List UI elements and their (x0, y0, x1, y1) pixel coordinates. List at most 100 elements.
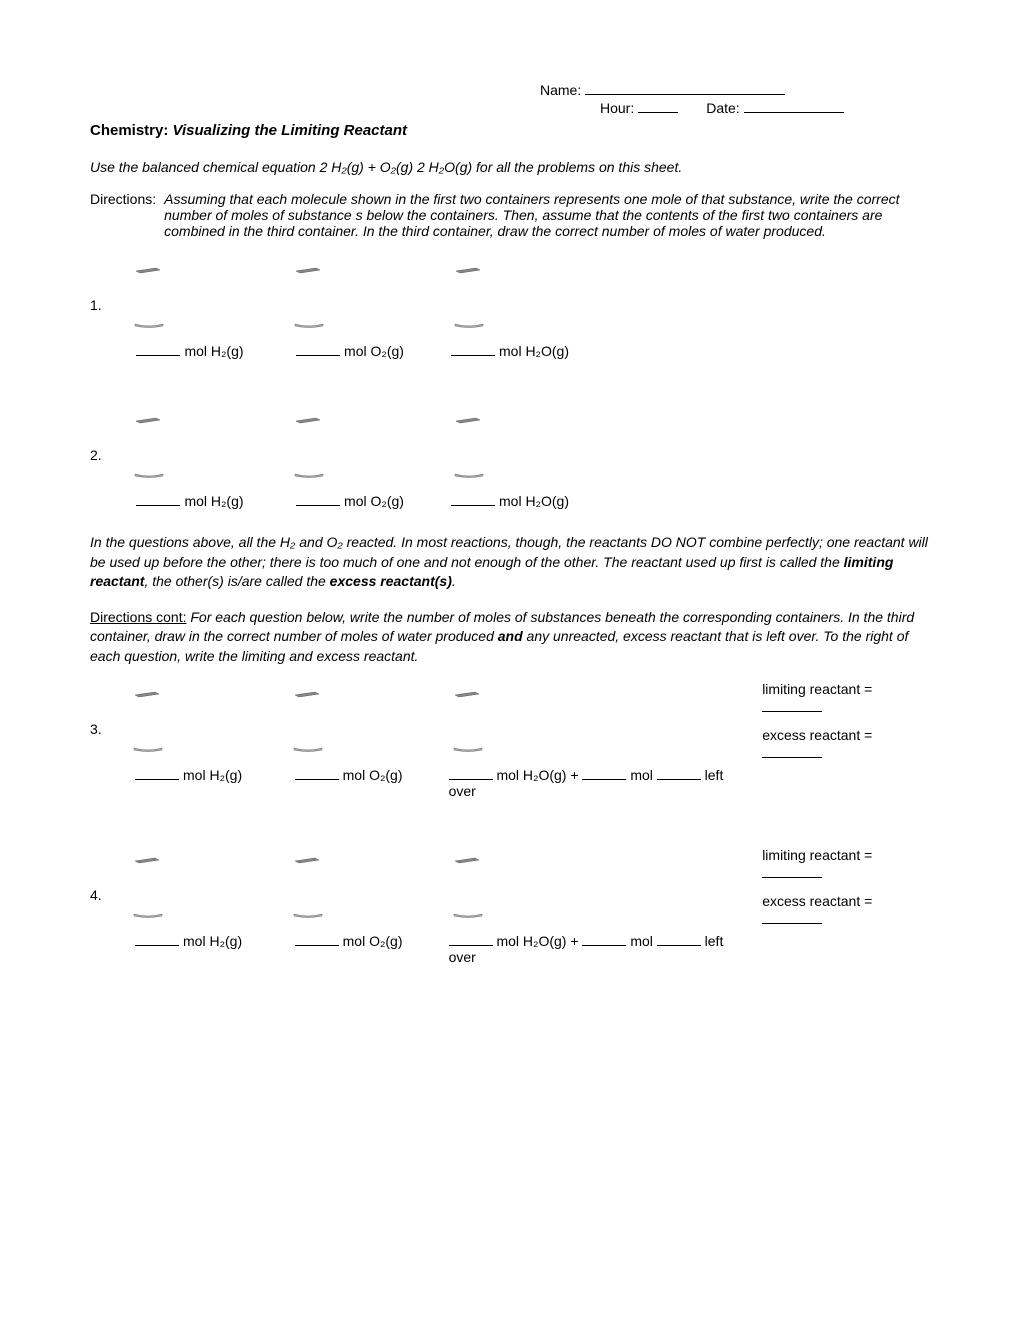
mol-o2-text: mol O₂(g) (344, 343, 404, 359)
flask-base-icon (133, 911, 163, 919)
hour-date-line: Hour: Date: (600, 98, 930, 116)
flask-lid-icon (133, 855, 161, 865)
limiting-blank[interactable] (762, 697, 822, 712)
mol-blank[interactable] (449, 765, 493, 780)
container-o2: mol O₂(g) (290, 413, 410, 509)
container-o2: mol O₂(g) (290, 263, 410, 359)
containers-group: mol H₂(g) mol O₂(g) (130, 413, 570, 509)
mol-h2o-leftover-label: mol H₂O(g) + mol left over (449, 931, 733, 965)
flask-base-icon (454, 471, 484, 479)
container-h2o-wide: mol H₂O(g) + mol left over (449, 687, 733, 799)
mol-blank[interactable] (296, 491, 340, 506)
excess-label: excess reactant = (762, 727, 872, 743)
flask-lid-icon (454, 415, 482, 425)
flask-lid-icon (294, 265, 322, 275)
equation-text: Use the balanced chemical equation 2 H₂(… (90, 159, 930, 175)
flask-lid-icon (454, 265, 482, 275)
mol-blank[interactable] (449, 931, 493, 946)
flask-lid-icon (133, 689, 161, 699)
flask-base-icon (133, 745, 163, 753)
mol-h2-label: mol H₂(g) (135, 931, 242, 949)
problem-number: 2. (90, 413, 130, 463)
flask-lid-icon (294, 415, 322, 425)
mol-blank[interactable] (582, 765, 626, 780)
flask-lid-icon (453, 689, 481, 699)
mol-word: mol (630, 933, 653, 949)
flask-base-icon (294, 321, 324, 329)
flask-lid-icon (453, 855, 481, 865)
title-prefix: Chemistry: (90, 122, 173, 139)
mol-o2-text: mol O₂(g) (343, 767, 403, 783)
flask-lid-icon (134, 415, 162, 425)
flask-base-icon (293, 745, 323, 753)
mol-blank[interactable] (135, 765, 179, 780)
mol-blank[interactable] (451, 491, 495, 506)
directions-label: Directions: (90, 191, 156, 239)
limiting-blank[interactable] (762, 863, 822, 878)
mol-blank[interactable] (295, 765, 339, 780)
mol-h2o-text: mol H₂O(g) (499, 343, 569, 359)
title-italic: Visualizing the Limiting Reactant (173, 122, 407, 139)
mol-blank[interactable] (136, 491, 180, 506)
date-blank[interactable] (744, 98, 844, 113)
name-line: Name: (540, 80, 930, 98)
problem-row: 3. mol H₂(g) mol O₂(g) (90, 687, 930, 799)
containers-group: mol H₂(g) mol O₂(g) (129, 853, 733, 965)
excess-line: excess reactant = (762, 893, 930, 927)
flask-base-icon (453, 911, 483, 919)
mol-blank[interactable] (657, 931, 701, 946)
mol-blank[interactable] (582, 931, 626, 946)
problem-number: 1. (90, 263, 130, 313)
mol-blank[interactable] (296, 341, 340, 356)
mol-blank[interactable] (135, 931, 179, 946)
containers-group: mol H₂(g) mol O₂(g) (130, 263, 570, 359)
midtext-p3: . (452, 573, 456, 589)
name-label: Name: (540, 82, 581, 98)
flask-icon (130, 413, 250, 483)
limiting-label: limiting reactant = (762, 681, 872, 697)
directions-block: Directions: Assuming that each molecule … (90, 191, 930, 239)
date-label: Date: (706, 100, 739, 116)
limiting-line: limiting reactant = (762, 847, 930, 881)
mol-h2-text: mol H₂(g) (184, 493, 243, 509)
hour-label: Hour: (600, 100, 634, 116)
container-o2: mol O₂(g) (289, 853, 409, 949)
mol-h2-text: mol H₂(g) (184, 343, 243, 359)
limiting-label: limiting reactant = (762, 847, 872, 863)
mol-word: mol (630, 767, 653, 783)
mol-blank[interactable] (136, 341, 180, 356)
limiting-line: limiting reactant = (762, 681, 930, 715)
mol-o2-label: mol O₂(g) (296, 341, 404, 359)
dircont-underline: Directions cont: (90, 609, 186, 625)
flask-base-icon (454, 321, 484, 329)
excess-blank[interactable] (762, 743, 822, 758)
container-h2: mol H₂(g) (130, 413, 250, 509)
mol-h2o-plus-text: mol H₂O(g) + (496, 933, 578, 949)
container-h2: mol H₂(g) (130, 263, 250, 359)
flask-base-icon (134, 471, 164, 479)
hour-blank[interactable] (638, 98, 678, 113)
excess-label: excess reactant = (762, 893, 872, 909)
mol-h2-label: mol H₂(g) (136, 341, 243, 359)
mol-h2-label: mol H₂(g) (136, 491, 243, 509)
mol-blank[interactable] (295, 931, 339, 946)
container-h2: mol H₂(g) (129, 687, 249, 783)
problem-number: 3. (90, 687, 129, 737)
name-blank[interactable] (585, 80, 785, 95)
mol-h2o-label: mol H₂O(g) (451, 341, 569, 359)
container-h2o: mol H₂O(g) (450, 413, 570, 509)
excess-blank[interactable] (762, 909, 822, 924)
header-fields: Name: Hour: Date: (540, 80, 930, 116)
flask-icon (449, 853, 569, 923)
flask-lid-icon (134, 265, 162, 275)
reactant-labels: limiting reactant = excess reactant = (762, 847, 930, 927)
problem-row: 4. mol H₂(g) mol O₂(g) (90, 853, 930, 965)
flask-icon (290, 413, 410, 483)
flask-icon (450, 263, 570, 333)
problem-row: 2. mol H₂(g) mol O₂(g) (90, 413, 930, 509)
mol-blank[interactable] (451, 341, 495, 356)
dircont-bold: and (498, 628, 523, 644)
mol-blank[interactable] (657, 765, 701, 780)
midtext-b2: excess reactant(s) (330, 573, 452, 589)
mol-o2-text: mol O₂(g) (344, 493, 404, 509)
